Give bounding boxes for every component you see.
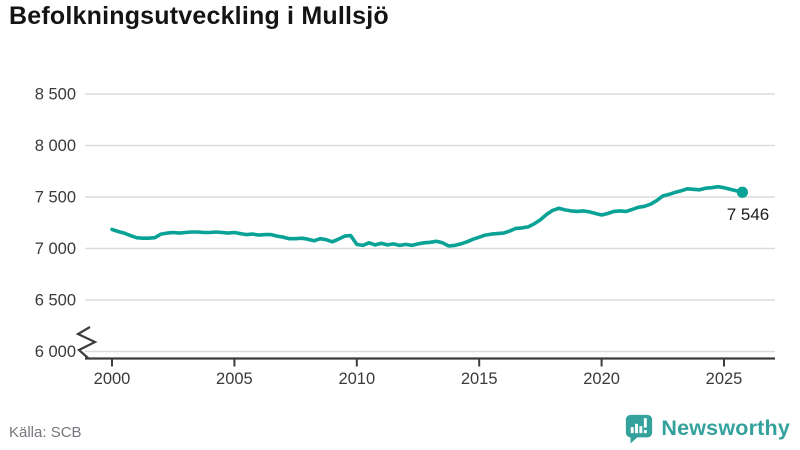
- y-axis-label: 8 500: [35, 86, 76, 104]
- x-axis-label: 2020: [583, 370, 620, 388]
- last-point-marker: [736, 186, 748, 198]
- x-axis-label: 2010: [338, 370, 375, 388]
- x-axis-label: 2005: [216, 370, 253, 388]
- y-axis-label: 6 000: [35, 343, 76, 361]
- y-axis-label: 7 000: [35, 240, 76, 258]
- x-axis-label: 2025: [706, 370, 743, 388]
- y-axis-label: 8 000: [35, 137, 76, 155]
- y-axis-label: 7 500: [35, 189, 76, 207]
- last-value-label: 7 546: [727, 205, 770, 224]
- y-axis-label: 6 500: [35, 292, 76, 310]
- x-axis-label: 2000: [94, 370, 131, 388]
- population-data-line: [110, 184, 745, 248]
- source-note: Källa: SCB: [9, 424, 82, 441]
- newsworthy-wordmark: Newsworthy: [661, 416, 790, 440]
- newsworthy-bubble-chart-icon: [626, 414, 653, 444]
- chart-title: Befolkningsutveckling i Mullsjö: [9, 2, 389, 30]
- x-axis-label: 2015: [461, 370, 498, 388]
- footer: Källa: SCB Newsworthy: [0, 410, 800, 450]
- newsworthy-logo[interactable]: Newsworthy: [624, 413, 790, 444]
- axis-break-icon: [75, 326, 98, 359]
